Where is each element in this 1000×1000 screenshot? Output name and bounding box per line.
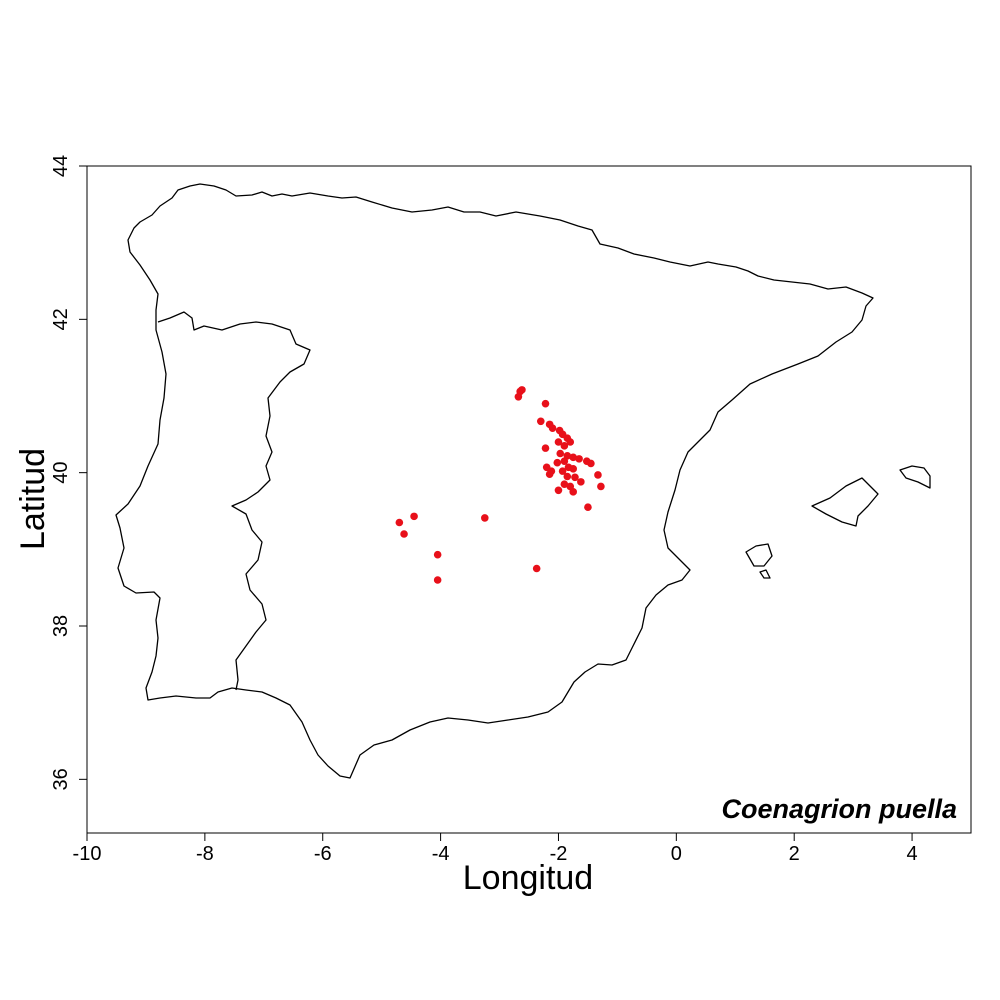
record-point — [532, 564, 541, 573]
record-point — [433, 576, 442, 584]
tick-marks — [79, 165, 913, 841]
species-name-label: Coenagrion puella — [721, 794, 957, 824]
x-tick-label: -2 — [550, 843, 568, 865]
record-point — [560, 480, 569, 488]
record-point — [433, 550, 442, 559]
record-point — [395, 518, 404, 527]
menorca-outline — [899, 465, 931, 489]
y-tick-label: 38 — [50, 615, 72, 637]
record-point — [594, 471, 602, 479]
record-point — [563, 472, 572, 481]
y-tick-label: 44 — [50, 155, 72, 177]
y-tick-label: 42 — [50, 308, 72, 330]
iberian-peninsula-outline — [115, 183, 874, 779]
mallorca-outline — [811, 477, 879, 527]
record-point — [569, 465, 577, 473]
x-tick-label: -4 — [432, 843, 450, 865]
x-tick-label: -8 — [196, 843, 214, 865]
coastline-layer — [115, 183, 931, 779]
record-point — [553, 458, 562, 467]
record-point — [545, 470, 554, 479]
record-point — [566, 438, 575, 446]
y-axis-tick-labels: 36 38 40 42 44 — [50, 155, 72, 791]
record-point — [560, 442, 569, 450]
record-point — [400, 530, 408, 538]
x-tick-label: -6 — [314, 843, 332, 865]
record-point — [410, 512, 418, 521]
plot-frame — [86, 165, 972, 834]
x-tick-label: 4 — [907, 843, 918, 865]
record-point — [481, 514, 489, 522]
record-point — [560, 457, 569, 465]
record-point — [571, 473, 579, 482]
record-point — [584, 503, 592, 511]
x-tick-label: 2 — [789, 843, 800, 865]
record-point — [514, 392, 523, 401]
record-point — [518, 386, 526, 394]
record-point — [587, 459, 595, 468]
formentera-outline — [759, 569, 771, 579]
y-tick-label: 40 — [50, 462, 72, 484]
record-point — [575, 455, 583, 463]
y-axis-title: Latitud — [14, 448, 52, 550]
record-point — [554, 486, 563, 495]
ibiza-outline — [745, 543, 773, 567]
record-point — [569, 488, 577, 496]
record-point — [536, 417, 545, 426]
record-point — [577, 478, 585, 486]
x-tick-label: -10 — [73, 843, 102, 865]
record-point — [554, 438, 563, 446]
record-points — [395, 386, 605, 584]
record-point — [541, 399, 550, 408]
record-point — [548, 424, 557, 433]
portugal-spain-border — [157, 311, 311, 691]
record-point — [597, 482, 605, 491]
record-point — [556, 449, 565, 458]
x-axis-title: Longitud — [463, 859, 593, 897]
y-tick-label: 36 — [50, 768, 72, 790]
x-axis-tick-labels: -10 -8 -6 -4 -2 0 2 4 — [73, 843, 918, 865]
record-point — [569, 453, 577, 462]
x-tick-label: 0 — [671, 843, 682, 865]
record-point — [558, 467, 567, 475]
record-point — [541, 444, 550, 452]
